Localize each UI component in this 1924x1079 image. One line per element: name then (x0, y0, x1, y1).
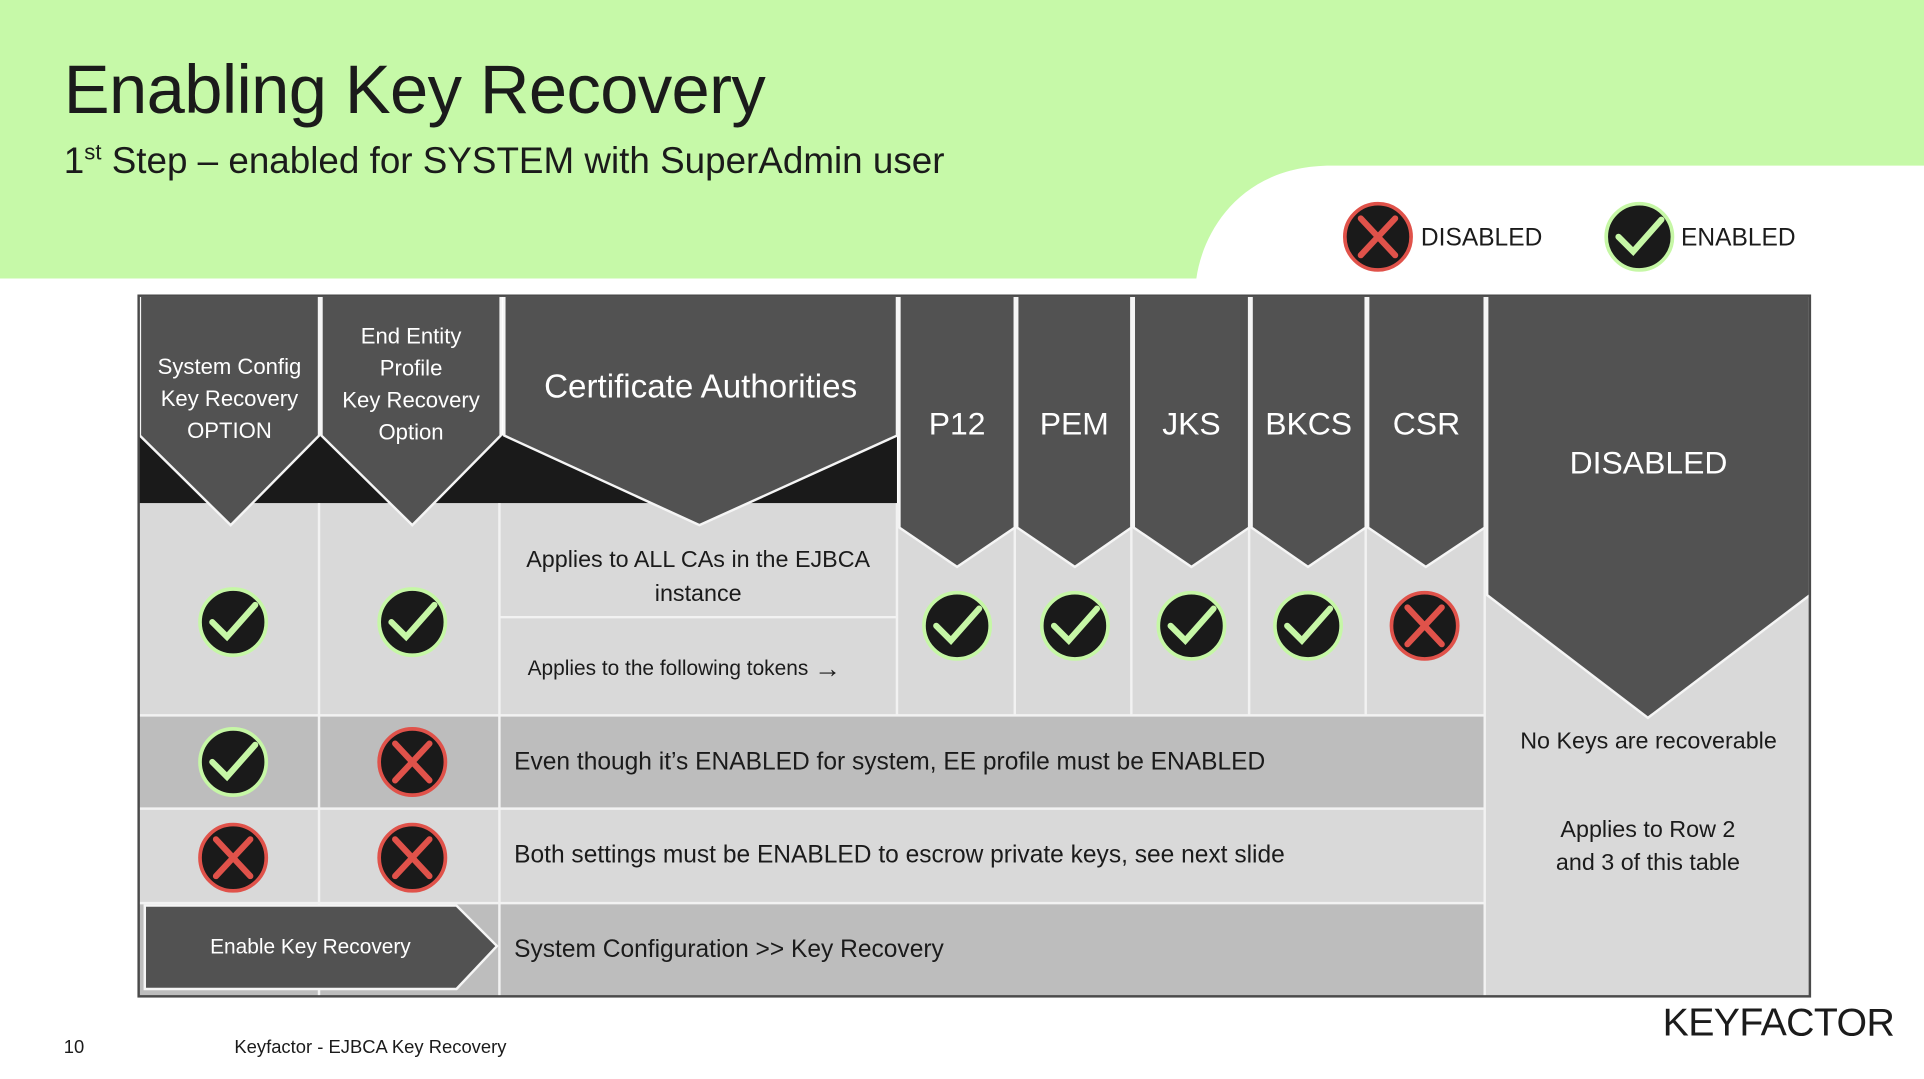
subtitle-number: 1 (63, 141, 85, 182)
subtitle-text: Step – enabled for SYSTEM with SuperAdmi… (101, 141, 945, 182)
row2-bg (138, 715, 1485, 809)
header-line: Profile (379, 355, 443, 381)
header-line: End Entity (360, 323, 462, 349)
subtitle-ordinal: st (84, 139, 102, 165)
row4-text: System Configuration >> Key Recovery (514, 935, 944, 963)
header-line: OPTION (187, 418, 272, 443)
header-csr-label: CSR (1392, 404, 1461, 442)
header-cas-label: Certificate Authorities (544, 367, 858, 405)
x-icon (377, 727, 448, 797)
applies-rows-note: Applies to Row 2 and 3 of this table (1555, 817, 1740, 877)
row3-text: Both settings must be ENABLED to escrow … (514, 841, 1285, 869)
enable-key-recovery-button-shape (143, 904, 499, 991)
check-icon (1039, 590, 1110, 661)
page-number: 10 (63, 1036, 85, 1058)
ca-scope-text: Applies to ALL CAs in the EJBCA instance (526, 547, 871, 608)
check-icon (1604, 201, 1675, 272)
row3-bg (138, 808, 1485, 904)
header-line: Key Recovery (342, 387, 480, 413)
keyfactor-logo: KEYFACTOR (1662, 1000, 1895, 1045)
legend-enabled-label: ENABLED (1681, 224, 1796, 252)
header-ee-profile-label: End Entity Profile Key Recovery Option (321, 317, 500, 452)
header-jks-label: JKS (1162, 404, 1221, 442)
check-icon (198, 587, 269, 658)
x-icon (198, 822, 269, 893)
x-icon (1389, 590, 1460, 661)
page-subtitle: 1st Step – enabled for SYSTEM with Super… (64, 140, 945, 183)
x-icon (1342, 201, 1413, 272)
check-icon (198, 727, 269, 797)
check-icon (377, 587, 448, 658)
footer-text: Keyfactor - EJBCA Key Recovery (234, 1036, 507, 1058)
check-icon (1273, 590, 1343, 661)
arrow-right-icon: → (814, 652, 842, 684)
page-title: Enabling Key Recovery (63, 50, 766, 128)
tokens-scope-label: Applies to the following tokens (527, 656, 809, 680)
header-pem-label: PEM (1039, 404, 1109, 442)
header-disabled-label: DISABLED (1569, 443, 1728, 481)
row1-bg (138, 503, 1485, 716)
enable-key-recovery-button[interactable]: Enable Key Recovery (210, 935, 411, 959)
header-line: Key Recovery (160, 386, 299, 412)
no-keys-note: No Keys are recoverable (1520, 728, 1777, 755)
check-icon (922, 590, 993, 661)
header-p12-label: P12 (928, 404, 986, 442)
tokens-scope-text: Applies to the following tokens → (528, 650, 896, 687)
header-system-config-label: System Config Key Recovery OPTION (140, 344, 319, 454)
x-icon (377, 822, 448, 893)
header-line: System Config (157, 354, 302, 380)
check-icon (1156, 590, 1227, 661)
header-green-band (0, 0, 1924, 279)
row2-text: Even though it’s ENABLED for system, EE … (514, 747, 1266, 775)
header-line: Option (378, 419, 444, 445)
header-bkcs-label: BKCS (1265, 404, 1353, 442)
legend-disabled-label: DISABLED (1420, 224, 1543, 252)
